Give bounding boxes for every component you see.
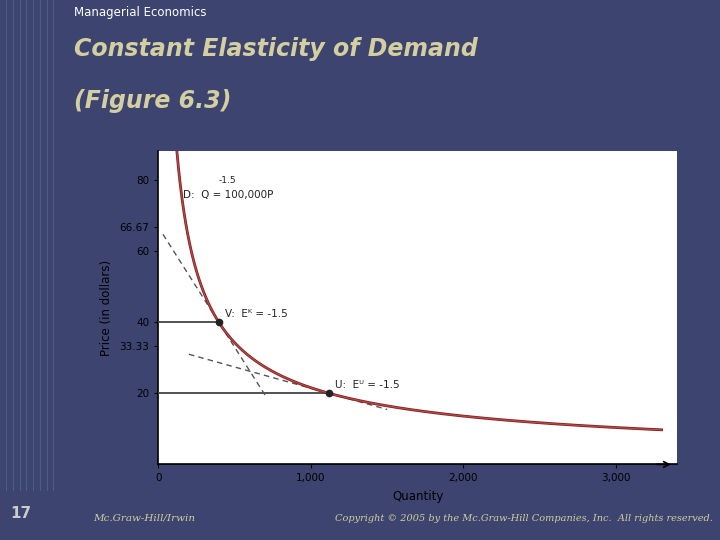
Text: 17: 17 — [11, 506, 32, 521]
Text: U:  Eᵁ = -1.5: U: Eᵁ = -1.5 — [335, 380, 400, 390]
Text: (Figure 6.3): (Figure 6.3) — [74, 90, 232, 113]
Text: Copyright © 2005 by the Mc.Graw-Hill Companies, Inc.  All rights reserved.: Copyright © 2005 by the Mc.Graw-Hill Com… — [335, 514, 713, 523]
Text: V:  Eᴷ = -1.5: V: Eᴷ = -1.5 — [225, 309, 287, 319]
Text: Managerial Economics: Managerial Economics — [74, 6, 207, 19]
Text: Mc.Graw-Hill/Irwin: Mc.Graw-Hill/Irwin — [94, 514, 196, 523]
Text: -1.5: -1.5 — [219, 176, 236, 185]
X-axis label: Quantity: Quantity — [392, 490, 444, 503]
Y-axis label: Price (in dollars): Price (in dollars) — [99, 260, 112, 356]
Text: D:  Q = 100,000P: D: Q = 100,000P — [183, 190, 273, 200]
Text: Constant Elasticity of Demand: Constant Elasticity of Demand — [74, 37, 478, 61]
